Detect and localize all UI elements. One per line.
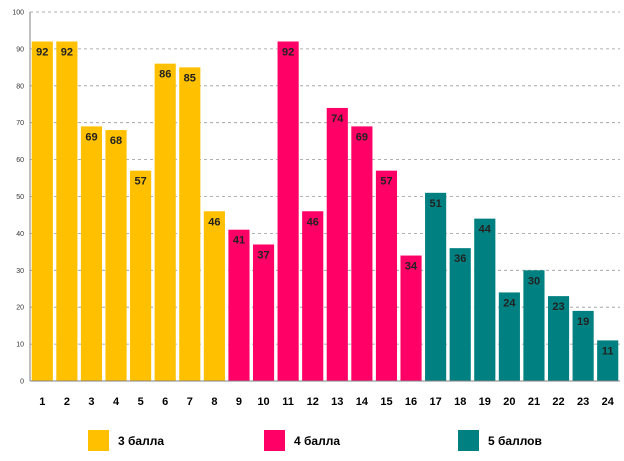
- data-label-9: 41: [233, 235, 245, 247]
- bar-6: [154, 63, 176, 381]
- y-tick-label: 30: [16, 268, 24, 275]
- x-tick-label-15: 15: [380, 396, 392, 408]
- data-label-12: 46: [307, 216, 319, 228]
- data-label-21: 30: [528, 275, 540, 287]
- bar-10: [252, 244, 275, 381]
- y-tick-label: 90: [16, 46, 24, 53]
- y-axis-ticks: 0 10 20 30 40 50 60 70 80 90 100: [12, 10, 24, 386]
- bar-2: [56, 41, 78, 382]
- x-tick-label-23: 23: [577, 396, 589, 408]
- grid: [30, 11, 620, 345]
- data-label-16: 34: [405, 261, 418, 273]
- bar-7: [179, 67, 201, 381]
- bar-15: [375, 170, 398, 381]
- legend: 3 балла 4 балла 5 баллов: [88, 430, 542, 451]
- data-label-24: 11: [602, 345, 614, 357]
- x-tick-label-7: 7: [187, 396, 193, 408]
- x-tick-label-16: 16: [405, 396, 417, 408]
- bar-14: [351, 126, 373, 381]
- data-label-10: 37: [257, 249, 269, 261]
- data-label-20: 24: [503, 297, 516, 309]
- x-tick-label-6: 6: [162, 396, 168, 408]
- x-axis-ticks: 1 2 3 4 5 6 7 8 9 10 11 12 13 14 15 16 17 18 19 20 21 22 23 24: [39, 396, 614, 408]
- legend-label-2: 4 балла: [294, 434, 340, 448]
- bar-4: [105, 130, 127, 381]
- legend-swatch-1: [88, 430, 109, 451]
- x-tick-label-2: 2: [64, 396, 70, 408]
- data-label-18: 36: [454, 253, 466, 265]
- y-tick-label: 70: [16, 120, 24, 127]
- bar-11: [277, 41, 299, 382]
- x-tick-label-18: 18: [454, 396, 466, 408]
- x-tick-label-9: 9: [236, 396, 242, 408]
- x-tick-label-21: 21: [528, 396, 540, 408]
- data-label-11: 92: [282, 47, 294, 59]
- bar-22: [547, 296, 570, 381]
- data-label-17: 51: [430, 198, 442, 210]
- x-tick-label-1: 1: [39, 396, 45, 408]
- bar-3: [80, 126, 103, 381]
- legend-label-3: 5 баллов: [488, 434, 542, 448]
- bar-18: [449, 248, 471, 381]
- data-label-8: 46: [208, 216, 220, 228]
- bar-21: [523, 270, 545, 381]
- bar-19: [474, 218, 496, 381]
- data-label-5: 57: [135, 176, 147, 188]
- bar-9: [228, 229, 250, 381]
- data-label-6: 86: [159, 69, 171, 81]
- data-label-13: 74: [331, 113, 344, 125]
- data-label-4: 68: [110, 135, 122, 147]
- bar-13: [326, 107, 348, 381]
- legend-swatch-2: [264, 430, 285, 451]
- y-tick-label: 80: [16, 83, 24, 90]
- x-tick-label-12: 12: [307, 396, 319, 408]
- x-tick-label-13: 13: [331, 396, 343, 408]
- bar-23: [572, 310, 594, 381]
- y-tick-label: 0: [20, 379, 24, 386]
- legend-label-1: 3 балла: [118, 434, 164, 448]
- data-label-3: 69: [85, 131, 97, 143]
- bar-20: [498, 292, 520, 381]
- y-tick-label: 10: [16, 342, 24, 349]
- x-tick-label-19: 19: [479, 396, 491, 408]
- bar-8: [203, 211, 225, 381]
- x-tick-label-8: 8: [211, 396, 217, 408]
- data-label-23: 19: [577, 316, 589, 328]
- bar-12: [302, 211, 324, 381]
- legend-swatch-3: [458, 430, 479, 451]
- data-label-2: 92: [61, 47, 73, 59]
- bar-16: [400, 255, 422, 381]
- x-tick-label-11: 11: [282, 396, 294, 408]
- bar-1: [31, 41, 53, 382]
- y-tick-label: 100: [12, 10, 24, 17]
- x-tick-label-5: 5: [138, 396, 144, 408]
- data-label-1: 92: [36, 47, 48, 59]
- x-tick-label-17: 17: [430, 396, 442, 408]
- data-label-15: 57: [380, 176, 392, 188]
- data-label-7: 85: [184, 72, 196, 84]
- y-tick-label: 40: [16, 231, 24, 238]
- x-tick-label-24: 24: [602, 396, 615, 408]
- data-labels: 92 92 69 68 57 86 85 46 41 37 92 46 74 69 57 34 51 36 44 24…: [36, 47, 613, 358]
- y-tick-label: 50: [16, 194, 24, 201]
- bar-17: [425, 192, 447, 381]
- data-label-22: 23: [552, 301, 564, 313]
- data-label-14: 69: [356, 131, 368, 143]
- x-tick-label-10: 10: [257, 396, 269, 408]
- y-tick-label: 20: [16, 305, 24, 312]
- x-tick-label-20: 20: [503, 396, 515, 408]
- bar-24: [597, 340, 619, 381]
- x-tick-label-3: 3: [88, 396, 94, 408]
- x-tick-label-14: 14: [356, 396, 369, 408]
- bars: [31, 41, 619, 382]
- x-tick-label-22: 22: [552, 396, 564, 408]
- y-tick-label: 60: [16, 157, 24, 164]
- data-label-19: 44: [479, 224, 492, 236]
- bar-5: [130, 170, 152, 381]
- x-tick-label-4: 4: [113, 396, 120, 408]
